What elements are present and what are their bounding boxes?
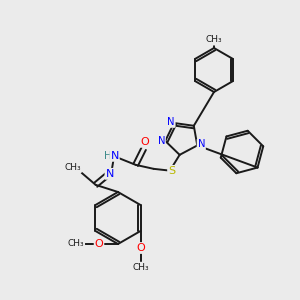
Text: CH₃: CH₃ — [68, 239, 84, 248]
Text: H: H — [104, 151, 112, 161]
Text: CH₃: CH₃ — [64, 163, 81, 172]
Text: N: N — [110, 151, 119, 161]
Text: S: S — [168, 166, 175, 176]
Text: N: N — [197, 140, 205, 149]
Text: CH₃: CH₃ — [206, 35, 222, 44]
Text: CH₃: CH₃ — [132, 262, 149, 272]
Text: O: O — [136, 243, 145, 253]
Text: O: O — [140, 137, 149, 147]
Text: N: N — [167, 117, 175, 127]
Text: O: O — [94, 239, 103, 249]
Text: N: N — [158, 136, 165, 146]
Text: N: N — [105, 169, 114, 179]
